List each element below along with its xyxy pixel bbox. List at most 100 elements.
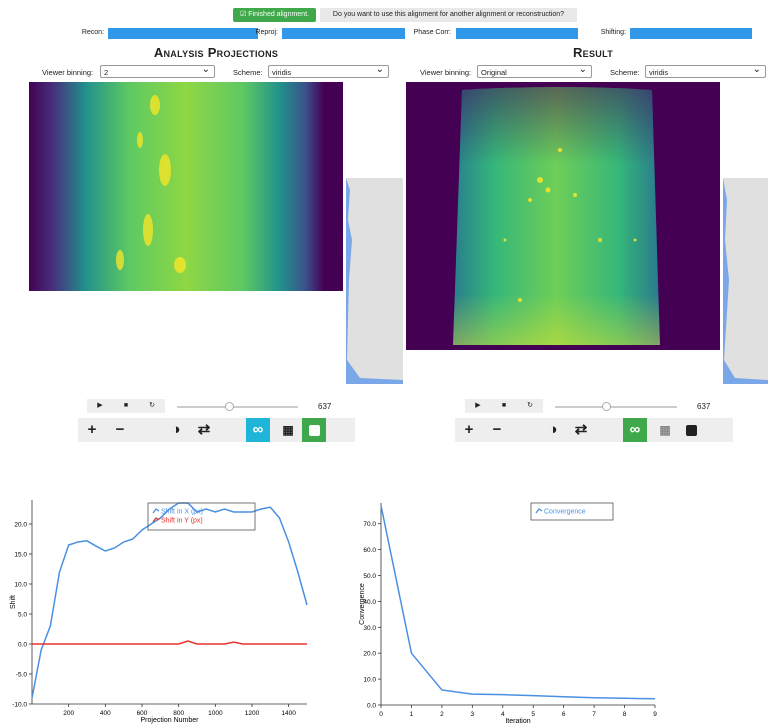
spacer <box>511 418 539 442</box>
y-axis-label: Convergence <box>359 583 366 625</box>
zoom-in[interactable]: + <box>78 418 106 442</box>
x-axis-label: Projection Number <box>141 717 200 724</box>
frame-number: 637 <box>697 402 710 411</box>
convergence-chart: 0.010.020.030.040.050.060.070.0012345678… <box>340 490 670 725</box>
page: ☑ Finished alignment. Do you want to use… <box>0 0 768 725</box>
loop-button[interactable]: ↻ <box>139 399 165 413</box>
legend-swatch <box>536 509 542 513</box>
binning-label: Viewer binning: <box>420 68 471 77</box>
x-tick-label: 1 <box>410 711 414 718</box>
frame-slider[interactable] <box>177 406 298 408</box>
scheme-label: Scheme: <box>610 68 640 77</box>
progress-label: Reproj: <box>208 29 278 36</box>
binning-label: Viewer binning: <box>42 68 93 77</box>
y-tick-label: 0.0 <box>18 642 27 649</box>
progress-label: Phase Corr: <box>381 29 451 36</box>
x-tick-label: 1400 <box>281 710 296 717</box>
zoom-in[interactable]: + <box>455 418 483 442</box>
frame-number: 637 <box>318 402 331 411</box>
legend-box <box>148 503 255 530</box>
panel-title: Result <box>443 45 743 60</box>
projection-image <box>29 82 343 291</box>
progress-bar <box>630 28 752 39</box>
square-toggle[interactable] <box>302 418 326 442</box>
x-tick-label: 9 <box>653 711 657 718</box>
y-tick-label: 50.0 <box>363 573 376 580</box>
contrast[interactable]: ◑ <box>162 418 190 442</box>
y-tick-label: 5.0 <box>18 612 27 619</box>
y-tick-label: 70.0 <box>363 521 376 528</box>
x-tick-label: 400 <box>100 710 111 717</box>
stop-button[interactable]: ■ <box>113 399 139 413</box>
x-tick-label: 6 <box>562 711 566 718</box>
x-tick-label: 8 <box>623 711 627 718</box>
slider-knob[interactable] <box>602 402 611 411</box>
link-toggle[interactable]: ∞ <box>623 418 647 442</box>
play-button[interactable]: ▶ <box>465 399 491 413</box>
slider-knob[interactable] <box>225 402 234 411</box>
y-tick-label: 15.0 <box>14 552 27 559</box>
toolbar: +− ◑⇄ ∞ ▦ <box>78 418 355 442</box>
x-tick-label: 600 <box>137 710 148 717</box>
shuffle[interactable]: ⇄ <box>190 418 218 442</box>
histogram-panel <box>346 178 403 384</box>
crop[interactable]: ▦ <box>274 418 302 442</box>
x-tick-label: 1000 <box>208 710 223 717</box>
y-tick-label: 20.0 <box>363 651 376 658</box>
x-tick-label: 3 <box>471 711 475 718</box>
y-tick-label: -10.0 <box>12 702 27 709</box>
zoom-out[interactable]: − <box>106 418 134 442</box>
y-tick-label: 30.0 <box>363 625 376 632</box>
x-tick-label: 1200 <box>245 710 260 717</box>
shift-chart: -10.0 -5.0 0.0 5.0 10.0 15.0 20.0 200 400 600 800 1… <box>0 490 330 725</box>
legend-label: Convergence <box>544 509 586 516</box>
x-tick-label: 0 <box>379 711 383 718</box>
link-toggle[interactable]: ∞ <box>246 418 270 442</box>
spacer <box>134 418 162 442</box>
stop-button[interactable]: ■ <box>491 399 517 413</box>
y-tick-label: 10.0 <box>14 582 27 589</box>
legend-label: Shift in Y (px) <box>161 518 203 525</box>
progress-label: Recon: <box>34 29 104 36</box>
series-line <box>381 506 655 699</box>
legend-label: Shift in X (px) <box>161 509 203 516</box>
finished-button[interactable]: ☑ Finished alignment. <box>233 8 316 22</box>
y-axis-label: Shift <box>10 595 17 609</box>
x-tick-label: 5 <box>531 711 535 718</box>
prompt: Do you want to use this alignment for an… <box>320 8 577 22</box>
spacer <box>218 418 246 442</box>
x-tick-label: 200 <box>63 710 74 717</box>
x-tick-label: 2 <box>440 711 444 718</box>
x-tick-label: 7 <box>592 711 596 718</box>
contrast[interactable]: ◑ <box>539 418 567 442</box>
playback-controls: ▶■↻ <box>465 399 543 413</box>
binning-select[interactable]: 2 <box>100 65 215 78</box>
zoom-out[interactable]: − <box>483 418 511 442</box>
square-toggle[interactable] <box>679 418 703 442</box>
histogram-panel <box>723 178 768 384</box>
loop-button[interactable]: ↻ <box>517 399 543 413</box>
scheme-select[interactable]: viridis <box>268 65 389 78</box>
toolbar: +− ◑⇄ ∞ ▦ <box>455 418 733 442</box>
viewers <box>0 80 768 390</box>
progress-label: Shifting: <box>556 29 626 36</box>
play-button[interactable]: ▶ <box>87 399 113 413</box>
y-tick-label: 10.0 <box>363 677 376 684</box>
button-text: Finished alignment. <box>248 11 309 18</box>
legend-swatch <box>153 509 159 513</box>
playback-controls: ▶■↻ <box>87 399 165 413</box>
panel-title: Analysis Projections <box>66 45 366 60</box>
shuffle[interactable]: ⇄ <box>567 418 595 442</box>
y-tick-label: 0.0 <box>367 703 376 710</box>
y-tick-label: 20.0 <box>14 522 27 529</box>
series-line <box>32 641 307 644</box>
series-line <box>32 503 307 698</box>
crop[interactable]: ▦ <box>651 418 679 442</box>
x-tick-label: 800 <box>173 710 184 717</box>
frame-slider[interactable] <box>555 406 677 408</box>
binning-select[interactable]: Original <box>477 65 592 78</box>
scheme-select[interactable]: viridis <box>645 65 766 78</box>
y-tick-label: -5.0 <box>16 672 28 679</box>
x-axis-label: Iteration <box>505 718 530 725</box>
x-tick-label: 4 <box>501 711 505 718</box>
